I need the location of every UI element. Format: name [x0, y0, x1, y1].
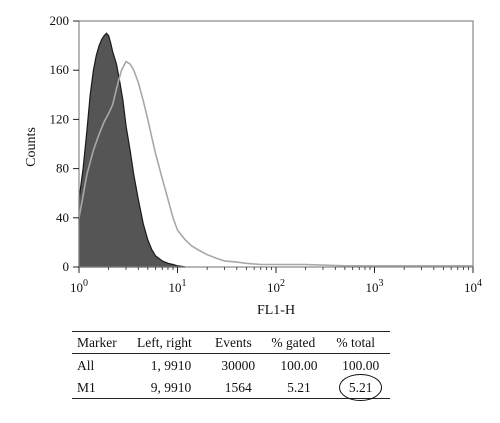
circled-total-value: 5.21	[339, 374, 382, 401]
histogram-filled-area	[78, 32, 186, 268]
col-header-marker: Marker	[72, 331, 132, 354]
marker-stats-table: Marker Left, right Events % gated % tota…	[72, 331, 390, 401]
cell-range: 9, 9910	[131, 376, 211, 399]
x-axis-title: FL1-H	[257, 303, 295, 318]
cell-total: 5.21	[331, 374, 390, 401]
series-layer	[78, 32, 473, 268]
histogram-outline-line	[78, 60, 473, 267]
y-tick-label: 120	[50, 111, 70, 126]
cell-marker: M1	[72, 376, 132, 399]
col-header-events: Events	[210, 331, 267, 354]
x-tick-label: 104	[464, 278, 482, 295]
y-tick-label: 0	[63, 259, 70, 274]
stats-header-row: Marker Left, right Events % gated % tota…	[72, 331, 390, 354]
table-row: M1 9, 9910 1564 5.21 5.21	[72, 374, 390, 401]
col-header-total: % total	[331, 331, 390, 354]
cell-marker: All	[77, 358, 95, 373]
col-header-gated: % gated	[266, 331, 332, 354]
x-tick-label: 102	[267, 278, 285, 295]
cell-events: 30000	[221, 358, 256, 373]
y-tick-label: 80	[56, 161, 69, 176]
svg-text:Counts: Counts	[24, 127, 39, 167]
cell-total: 100.00	[342, 358, 380, 373]
x-tick-label: 103	[366, 278, 384, 295]
histogram-chart: Counts FL1-H 0 40 80 120 160 200 100 101 102 103 1…	[24, 13, 483, 318]
y-tick-label: 160	[50, 62, 70, 77]
cell-gated: 5.21	[266, 376, 332, 399]
cell-gated: 100.00	[280, 358, 318, 373]
col-header-range: Left, right	[131, 331, 211, 354]
ticks-layer: 0 40 80 120 160 200 100 101 102 103 104	[50, 13, 483, 295]
x-tick-label: 101	[169, 278, 187, 295]
y-axis-title: Counts	[24, 127, 39, 167]
y-tick-label: 40	[56, 210, 69, 225]
y-tick-label: 200	[50, 13, 70, 28]
table-row: All 1, 9910 30000 100.00 100.00	[72, 354, 390, 377]
x-tick-label: 100	[70, 278, 88, 295]
cell-range: 1, 9910	[150, 358, 192, 373]
cell-events: 1564	[210, 376, 267, 399]
